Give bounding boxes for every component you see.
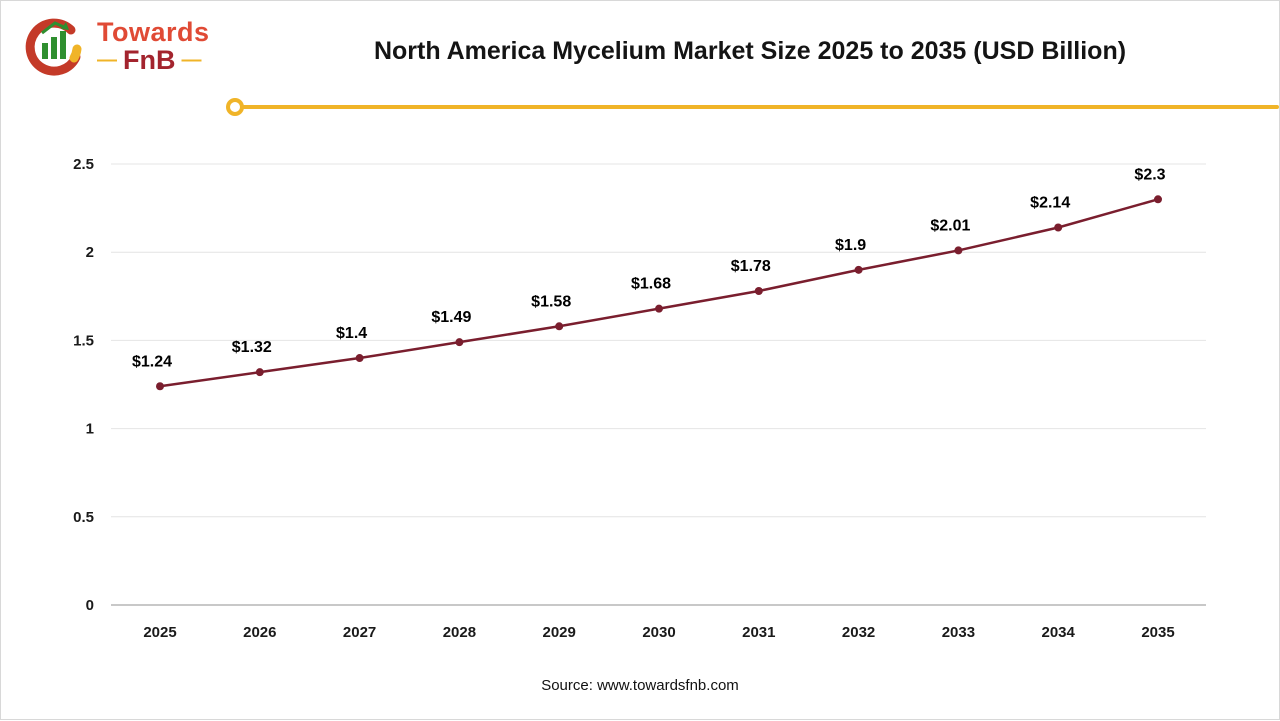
x-tick-label: 2029 bbox=[543, 624, 576, 641]
data-point bbox=[754, 287, 763, 296]
x-tick-label: 2033 bbox=[942, 624, 975, 641]
brand-name-top: Towards bbox=[97, 16, 210, 47]
data-label: $1.24 bbox=[132, 353, 172, 370]
series-line bbox=[159, 198, 1159, 388]
data-point bbox=[455, 338, 464, 347]
logo-dash-right: — bbox=[181, 49, 202, 72]
data-point bbox=[854, 265, 863, 274]
logo-dash-left: — bbox=[97, 49, 117, 72]
brand-name-bottom: — FnB — bbox=[97, 45, 210, 75]
page-title: North America Mycelium Market Size 2025 … bbox=[373, 37, 1127, 65]
data-point bbox=[255, 368, 264, 377]
y-tick-label: 1 bbox=[86, 421, 94, 438]
y-tick-label: 0.5 bbox=[73, 509, 94, 526]
y-tick-label: 2.5 bbox=[73, 156, 94, 173]
bar-chart-circle-icon bbox=[25, 18, 82, 76]
data-point bbox=[555, 322, 564, 331]
x-tick-label: 2032 bbox=[842, 624, 875, 641]
x-tick-label: 2035 bbox=[1141, 624, 1174, 641]
x-tick-label: 2031 bbox=[742, 624, 775, 641]
data-label: $1.49 bbox=[431, 309, 471, 326]
source-text: Source: www.towardsfnb.com bbox=[541, 677, 739, 694]
data-label: $1.9 bbox=[835, 237, 866, 254]
data-point bbox=[355, 354, 364, 363]
title-divider-line bbox=[242, 105, 1279, 109]
data-point bbox=[156, 382, 164, 391]
y-tick-label: 1.5 bbox=[73, 332, 94, 349]
title-divider-knob-icon bbox=[226, 98, 244, 116]
data-label: $1.58 bbox=[531, 293, 571, 310]
data-label: $1.32 bbox=[232, 339, 272, 356]
y-tick-label: 2 bbox=[86, 244, 94, 261]
x-tick-label: 2025 bbox=[143, 624, 176, 641]
brand-logo: Towards — FnB — bbox=[21, 13, 210, 79]
x-tick-label: 2026 bbox=[243, 624, 276, 641]
data-point bbox=[1154, 195, 1162, 204]
x-tick-label: 2030 bbox=[642, 624, 675, 641]
data-point bbox=[954, 246, 963, 255]
data-point bbox=[1054, 223, 1063, 232]
data-point bbox=[655, 304, 663, 313]
data-label: $2.14 bbox=[1030, 195, 1070, 212]
data-label: $2.3 bbox=[1134, 166, 1165, 183]
x-tick-label: 2027 bbox=[343, 624, 376, 641]
data-label: $1.78 bbox=[731, 258, 771, 275]
data-label: $1.4 bbox=[336, 325, 367, 342]
x-tick-label: 2034 bbox=[1042, 624, 1076, 641]
brand-name-bottom-label: FnB bbox=[123, 45, 176, 75]
brand-logo-text: Towards — FnB — bbox=[97, 16, 210, 75]
y-tick-label: 0 bbox=[86, 597, 94, 614]
data-label: $1.68 bbox=[631, 276, 671, 293]
data-label: $2.01 bbox=[930, 217, 970, 234]
x-tick-label: 2028 bbox=[443, 624, 476, 641]
